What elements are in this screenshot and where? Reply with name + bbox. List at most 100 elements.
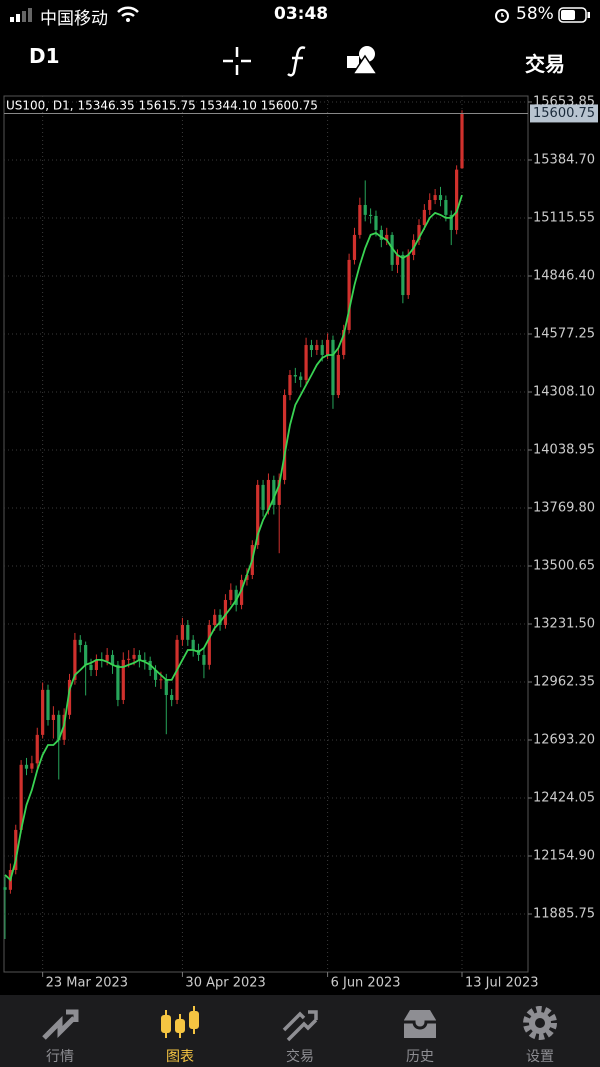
tab-label: 行情 <box>46 1049 74 1065</box>
candle-body <box>390 234 394 265</box>
candle-body <box>449 214 453 230</box>
candle-body <box>422 209 426 226</box>
plot-frame <box>3 95 529 973</box>
candle-body <box>218 614 222 625</box>
crosshair-button[interactable] <box>221 45 253 77</box>
candle-body <box>202 654 206 665</box>
x-tick-label: 6 Jun 2023 <box>331 976 401 991</box>
tab-icon <box>161 1006 199 1038</box>
candle-body <box>288 374 292 396</box>
candle-body <box>261 484 265 510</box>
tab-label: 历史 <box>406 1049 434 1065</box>
candle-body <box>46 689 50 721</box>
tab-bar-bg <box>0 995 600 1067</box>
candle-body <box>428 200 432 210</box>
signal-icon <box>10 8 32 22</box>
candle-body <box>342 329 346 355</box>
candle-body <box>293 374 297 377</box>
candle-body <box>309 345 314 351</box>
candle-body <box>325 339 330 355</box>
candle-body <box>358 204 362 235</box>
candle-body <box>14 829 18 870</box>
carrier: 中国移动 <box>40 9 108 29</box>
candle-body <box>3 887 7 890</box>
y-tick-label: 14846.40 <box>533 269 595 284</box>
candle-body <box>401 254 405 296</box>
candle-body <box>229 589 233 600</box>
candle-body <box>78 639 82 646</box>
candle-body <box>331 339 335 396</box>
candle-body <box>347 259 351 330</box>
y-tick-label: 12424.05 <box>533 791 595 806</box>
candle-body <box>67 679 72 715</box>
candle-body <box>455 169 459 230</box>
tab-icon <box>404 1010 436 1038</box>
wifi-icon <box>117 6 139 22</box>
objects-button[interactable] <box>345 44 379 76</box>
candle-body <box>180 624 185 640</box>
candle-body <box>234 589 238 605</box>
candle-body <box>89 664 93 671</box>
candle-body <box>320 345 324 355</box>
candle-body <box>84 645 88 665</box>
candle-body <box>369 214 373 216</box>
tab-settings[interactable]: 设置 <box>480 1000 600 1067</box>
x-tick-label: 13 Jul 2023 <box>465 976 539 991</box>
clock: 03:48 <box>274 4 329 24</box>
candle-body <box>105 654 109 661</box>
candle-body <box>153 670 158 680</box>
candle-body <box>137 654 142 660</box>
trade-button[interactable]: 交易 <box>525 52 565 76</box>
candle-body <box>223 599 228 625</box>
candle-body <box>110 654 115 665</box>
y-tick-label: 11885.75 <box>533 907 595 922</box>
candle-body <box>385 234 389 240</box>
indicator-button[interactable] <box>286 44 310 78</box>
tab-label: 设置 <box>526 1049 554 1065</box>
candle-body <box>57 714 61 740</box>
candle-body <box>24 764 29 769</box>
candle-body <box>444 200 448 215</box>
candle-body <box>164 679 168 696</box>
candle-body <box>438 195 443 201</box>
candle-body <box>127 658 131 660</box>
candles <box>3 110 528 939</box>
candle-body <box>460 113 464 169</box>
candle-body <box>143 659 147 661</box>
x-tick-label: 30 Apr 2023 <box>185 976 265 991</box>
tab-icon <box>42 1009 79 1040</box>
candle-body <box>73 639 77 680</box>
y-tick-label: 12154.90 <box>533 849 595 864</box>
tab-quotes[interactable]: 行情 <box>0 1000 120 1067</box>
candle-body <box>336 354 340 396</box>
candle-body <box>417 225 421 240</box>
candle-body <box>304 345 308 380</box>
candle-body <box>41 689 45 735</box>
candle-body <box>30 763 34 769</box>
tab-trade[interactable]: 交易 <box>240 1000 360 1067</box>
candle-body <box>352 234 357 260</box>
last-price-box <box>530 104 598 123</box>
candle-body <box>207 624 211 665</box>
candle-body <box>277 479 281 505</box>
tab-chart[interactable]: 图表 <box>120 1000 240 1067</box>
candle-body <box>272 479 276 505</box>
candle-body <box>406 254 410 296</box>
candle-body <box>116 664 120 700</box>
candle-body <box>315 345 319 351</box>
timeframe[interactable]: D1 <box>29 44 60 68</box>
candle-body <box>395 254 400 265</box>
candle-body <box>374 215 378 230</box>
candle-body <box>379 229 383 240</box>
tab-history[interactable]: 历史 <box>360 1000 480 1067</box>
candle-body <box>433 195 437 201</box>
candle-body <box>191 639 195 650</box>
x-tick-label: 23 Mar 2023 <box>46 976 128 991</box>
candle-body <box>94 659 98 671</box>
tab-label: 图表 <box>166 1049 194 1065</box>
y-tick-label: 14308.10 <box>533 385 595 400</box>
candle-body <box>132 654 136 659</box>
y-tick-label: 12693.20 <box>533 733 595 748</box>
